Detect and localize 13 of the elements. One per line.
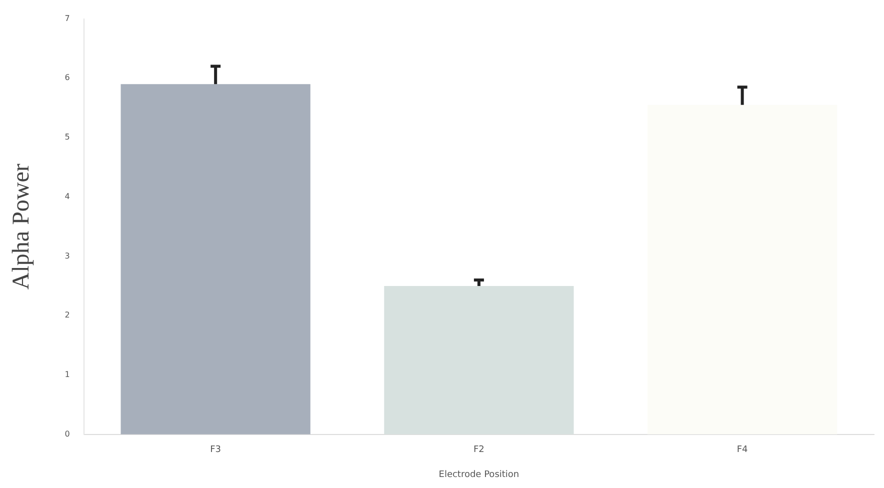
y-tick-label: 0 — [64, 429, 70, 438]
y-tick-label: 2 — [64, 310, 70, 320]
y-tick-label: 4 — [64, 192, 70, 201]
y-axis-title: Alpha Power — [8, 164, 35, 290]
y-tick-label: 5 — [64, 132, 70, 142]
x-tick-label: F2 — [473, 445, 484, 456]
y-tick-label: 7 — [64, 14, 70, 23]
x-tick-label: F4 — [736, 445, 748, 456]
x-axis-title: Electrode Position — [438, 470, 520, 480]
y-tick-label: 1 — [64, 370, 70, 380]
y-tick-label: 3 — [64, 251, 70, 260]
y-tick-label: 6 — [64, 73, 70, 82]
x-tick-label: F3 — [210, 445, 222, 456]
